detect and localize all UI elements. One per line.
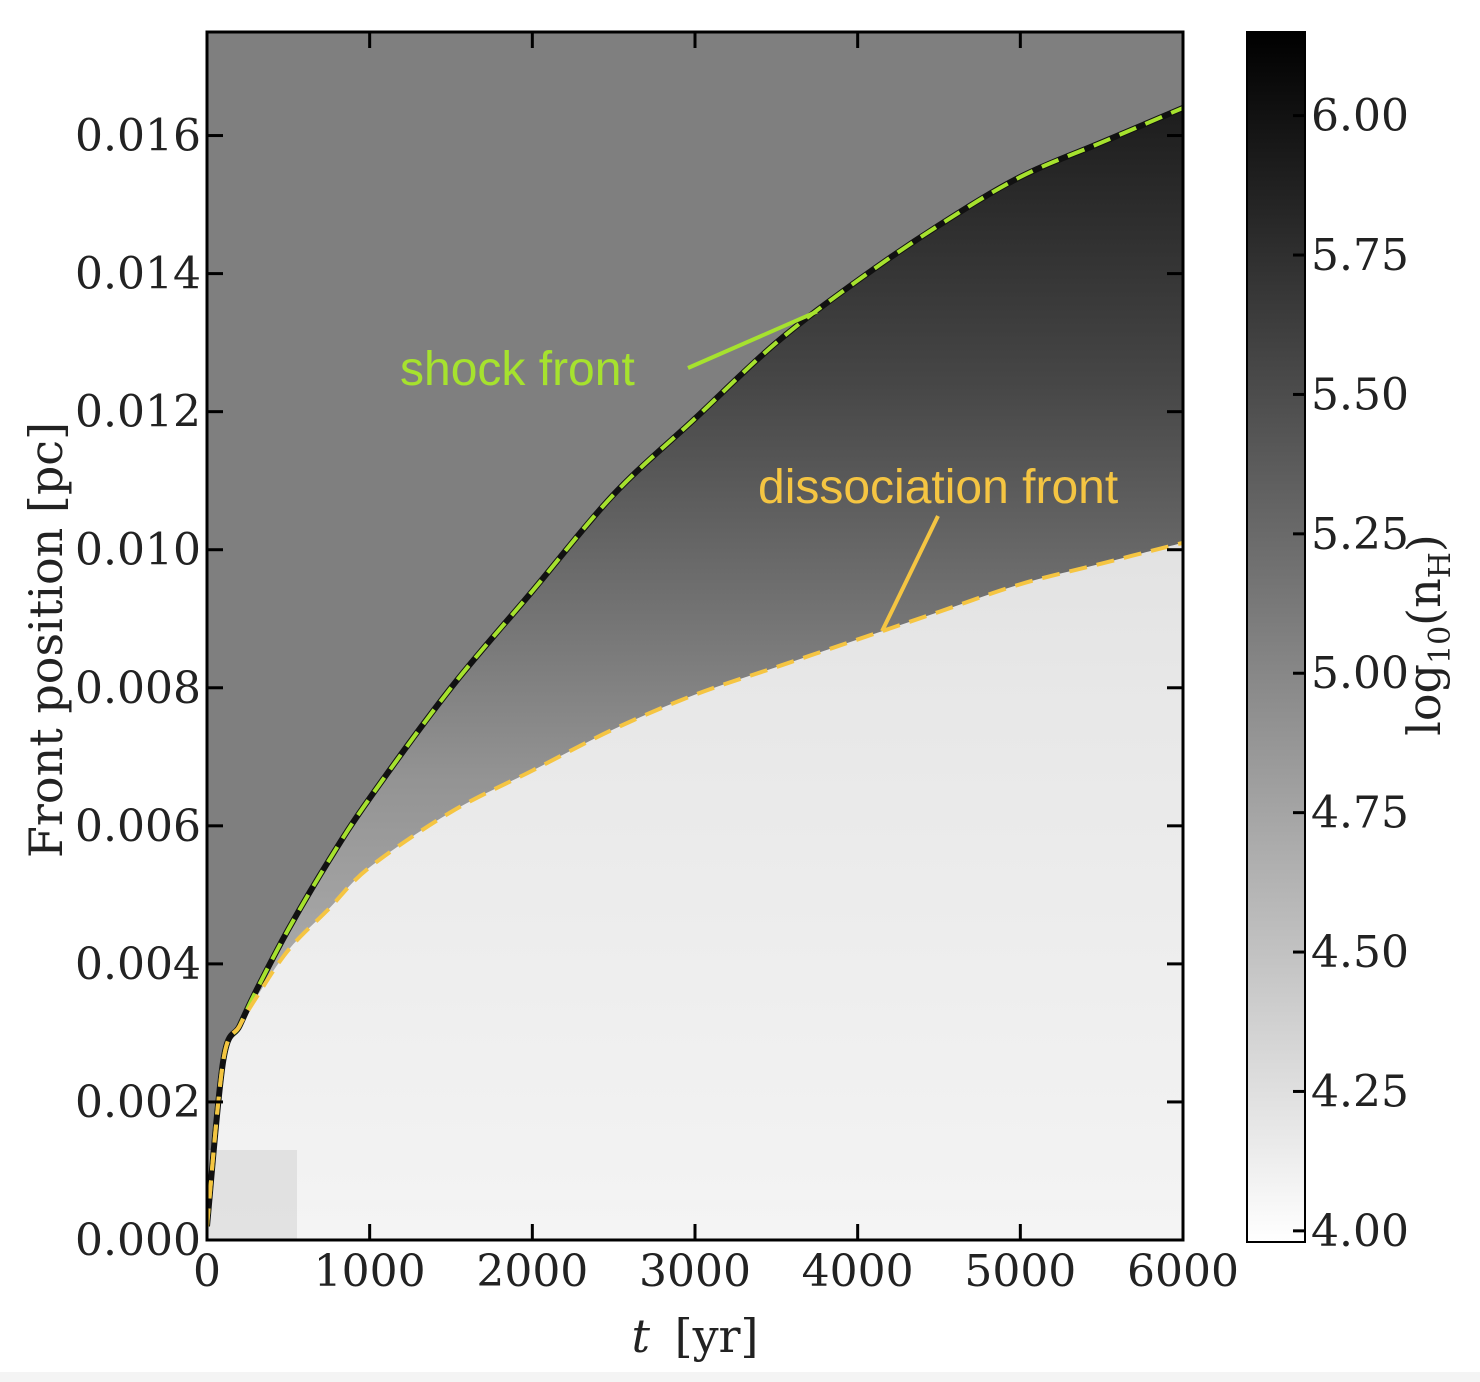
colorbar [1246,31,1306,1243]
x-tick-label: 5000 [964,1246,1076,1297]
colorbar-tick-label: 4.75 [1311,788,1409,839]
x-tick-label: 4000 [802,1246,914,1297]
y-axis-label: Front position [pc] [19,422,73,858]
x-tick-label: 3000 [639,1246,751,1297]
series-layer [207,105,1183,1227]
y-tick-label: 0.012 [75,387,201,438]
colorbar-tick-label: 4.00 [1311,1206,1409,1257]
y-tick-label: 0.014 [75,249,201,300]
annotation-dissociation-label: dissociation front [758,461,1118,514]
inner-corner-shade [207,1150,297,1240]
x-tick-label: 2000 [476,1246,588,1297]
x-axis-label-var: t [632,1309,651,1363]
colorbar-tick-label: 5.25 [1311,509,1409,560]
annotation-shock-label: shock front [400,343,635,396]
colorbar-tick-label: 6.00 [1311,91,1409,142]
y-axis: 0.000 0.002 0.004 0.006 0.008 0.010 0.012 0.014… [75,111,1183,1266]
colorbar-tick-label: 5.50 [1311,369,1409,420]
y-tick-label: 0.002 [75,1077,201,1128]
annotation-shock: shock front [400,309,818,396]
annotation-dissociation: dissociation front [758,461,1118,633]
colorbar-label-log: log [1397,664,1451,736]
x-axis-label: t [yr] [632,1309,759,1363]
colorbar-ticks: 4.00 4.25 4.50 4.75 5.00 5.25 5.50 5.75 6.00 [1293,91,1409,1257]
shocked-layer-region [207,107,1183,1227]
colorbar-tick-label: 5.00 [1311,648,1409,699]
y-tick-label: 0.008 [75,663,201,714]
colorbar-label-close: ) [1397,534,1451,552]
y-tick-label: 0.006 [75,801,201,852]
annotation-dissociation-pointer [880,515,940,633]
y-tick-label: 0.016 [75,111,201,162]
dissociation-front-line [207,540,1183,1227]
heatmap [207,32,1183,1240]
colorbar-label-arg: (n [1397,578,1451,626]
x-tick-label: 1000 [314,1246,426,1297]
x-axis-label-unit: [yr] [675,1309,759,1363]
x-tick-label: 0 [193,1246,221,1297]
colorbar-label-arg-sub: H [1423,552,1458,578]
colorbar-tick-label: 4.25 [1311,1066,1409,1117]
x-tick-label: 6000 [1127,1246,1239,1297]
x-axis: 0 1000 2000 3000 4000 5000 6000 [193,32,1239,1297]
colorbar-label-sub: 10 [1423,626,1458,664]
colorbar-tick-label: 5.75 [1311,230,1409,281]
annotation-shock-pointer [687,309,818,370]
y-tick-label: 0.004 [75,939,201,990]
colorbar-tick-label: 4.50 [1311,927,1409,978]
colorbar-label: log10(nH) [1397,534,1458,736]
y-tick-label: 0.000 [75,1215,201,1266]
bottom-strip [0,1372,1480,1382]
shock-front-line [207,106,1183,1227]
y-tick-label: 0.010 [75,525,201,576]
